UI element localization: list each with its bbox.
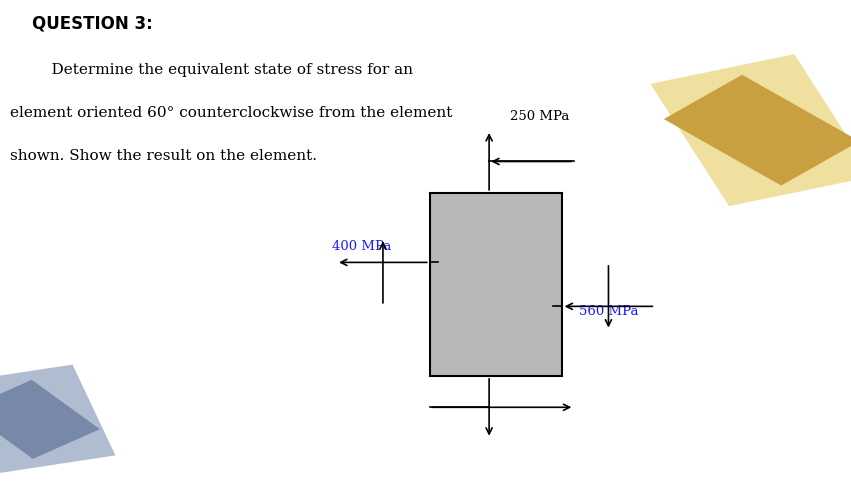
Polygon shape xyxy=(0,380,100,459)
Text: 560 MPa: 560 MPa xyxy=(579,305,638,318)
Polygon shape xyxy=(664,75,851,186)
Text: 400 MPa: 400 MPa xyxy=(332,240,391,253)
Polygon shape xyxy=(0,364,116,474)
Bar xyxy=(430,193,562,376)
Text: shown. Show the result on the element.: shown. Show the result on the element. xyxy=(10,149,317,163)
Text: Determine the equivalent state of stress for an: Determine the equivalent state of stress… xyxy=(32,63,414,77)
Polygon shape xyxy=(650,54,851,206)
Text: element oriented 60° counterclockwise from the element: element oriented 60° counterclockwise fr… xyxy=(10,106,453,120)
Text: QUESTION 3:: QUESTION 3: xyxy=(32,14,153,32)
Text: 250 MPa: 250 MPa xyxy=(511,110,570,123)
